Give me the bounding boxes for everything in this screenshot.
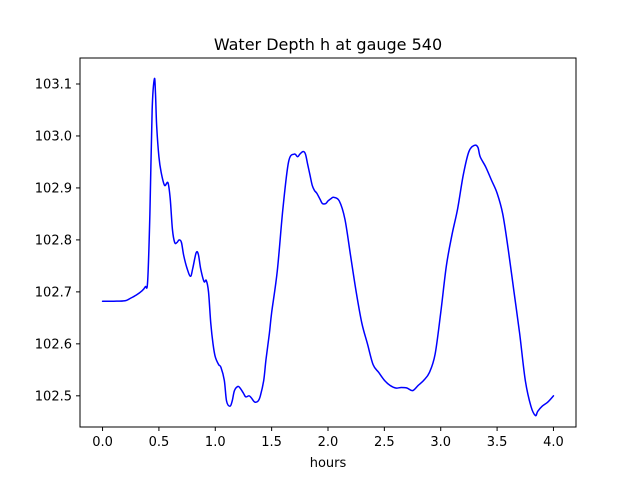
y-tick-label: 102.9 <box>35 181 72 196</box>
y-tick-label: 103.1 <box>35 77 72 92</box>
x-tick-label: 0.5 <box>149 435 170 450</box>
series-line <box>101 77 555 417</box>
plot-area-frame <box>79 57 577 428</box>
x-tick-label: 2.0 <box>318 435 339 450</box>
y-axis: 102.5 102.6 102.7 102.8 102.9 103.0 103.1 <box>35 77 80 404</box>
x-tick-label: 4.0 <box>543 435 564 450</box>
x-tick-label: 1.5 <box>261 435 282 450</box>
y-tick-label: 102.8 <box>35 233 72 248</box>
x-tick-label: 1.0 <box>205 435 226 450</box>
y-tick-label: 102.5 <box>35 389 72 404</box>
x-tick-label: 0.0 <box>92 435 113 450</box>
y-tick-label: 102.6 <box>35 337 72 352</box>
y-tick-label: 102.7 <box>35 285 72 300</box>
x-tick-label: 3.0 <box>430 435 451 450</box>
x-tick-label: 2.5 <box>374 435 395 450</box>
chart-title: Water Depth h at gauge 540 <box>214 35 442 54</box>
x-axis-label: hours <box>310 456 347 471</box>
y-tick-label: 103.0 <box>35 129 72 144</box>
x-tick-label: 3.5 <box>487 435 508 450</box>
x-axis: 0.0 0.5 1.0 1.5 2.0 2.5 3.0 3.5 4.0 <box>92 427 564 450</box>
